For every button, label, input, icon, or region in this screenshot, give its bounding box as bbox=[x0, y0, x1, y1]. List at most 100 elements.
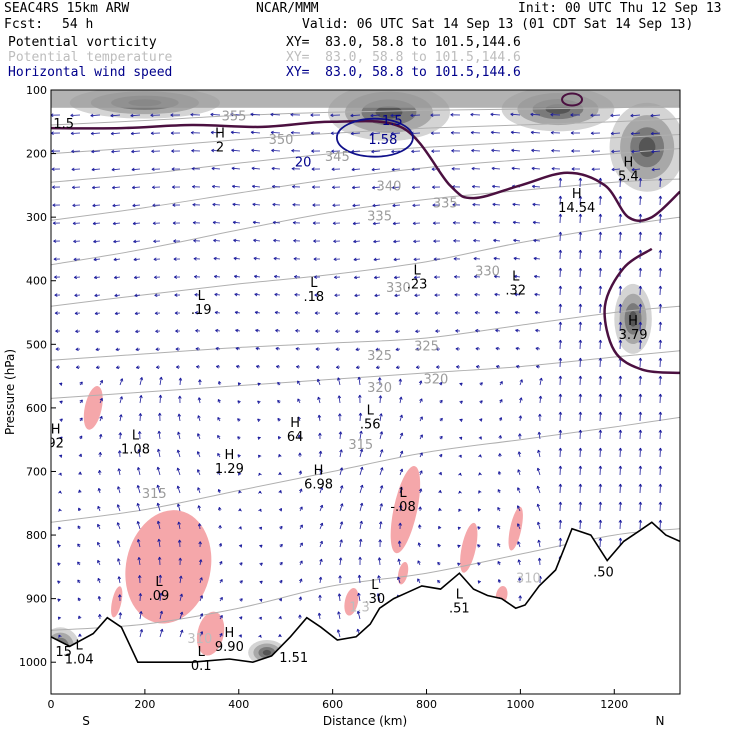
wind-vector-502 bbox=[379, 503, 383, 512]
wind-vector-289 bbox=[237, 454, 241, 458]
wind-vector-774 bbox=[558, 537, 563, 548]
wind-vector-402 bbox=[315, 329, 321, 333]
wind-vector-655 bbox=[477, 562, 481, 566]
wind-vector-462 bbox=[355, 329, 361, 334]
wind-vector-301 bbox=[250, 130, 261, 135]
wind-vector-672 bbox=[495, 328, 501, 333]
wind-vector-781 bbox=[570, 131, 580, 135]
contour-label-9: 1.3 bbox=[349, 600, 370, 615]
wind-vector-415 bbox=[319, 558, 323, 566]
wind-vector-31 bbox=[70, 131, 81, 136]
wind-vector-923 bbox=[658, 519, 663, 530]
wind-vector-110 bbox=[117, 468, 122, 476]
wind-vector-483 bbox=[371, 167, 381, 172]
wind-vector-45 bbox=[79, 381, 83, 386]
wind-vector-851 bbox=[618, 303, 623, 314]
wind-vector-235 bbox=[198, 559, 203, 566]
wind-vector-574 bbox=[432, 185, 441, 189]
wind-vector-336 bbox=[272, 220, 281, 225]
negative-pv-blob-5 bbox=[344, 588, 359, 616]
wind-vector-862 bbox=[618, 501, 623, 512]
wind-vector-438 bbox=[338, 431, 343, 440]
wind-vector-220 bbox=[194, 293, 201, 297]
wind-vector-802 bbox=[578, 501, 583, 512]
wind-vector-169 bbox=[157, 448, 161, 458]
wind-vector-455 bbox=[352, 203, 361, 208]
wind-vector-879 bbox=[638, 267, 643, 278]
forecast-label: Fcst: bbox=[4, 17, 44, 32]
wind-vector-822 bbox=[598, 321, 603, 332]
wind-vector-516 bbox=[392, 221, 401, 226]
wind-vector-500 bbox=[379, 467, 384, 476]
wind-vector-84 bbox=[97, 541, 101, 548]
wind-vector-527 bbox=[399, 414, 403, 422]
wind-vector-324 bbox=[259, 544, 263, 548]
wind-vector-843 bbox=[611, 167, 621, 172]
contour-label-3: 1.5 bbox=[382, 114, 403, 129]
wind-vector-59 bbox=[78, 633, 82, 638]
wind-vector-56 bbox=[77, 579, 81, 584]
wind-vector-428 bbox=[333, 257, 341, 262]
wind-vector-883 bbox=[638, 339, 643, 350]
wind-vector-606 bbox=[452, 221, 461, 225]
low-marker-2: L bbox=[414, 263, 422, 278]
wind-vector-376 bbox=[297, 398, 301, 404]
forecast-value: 54 h bbox=[62, 17, 94, 32]
high-value-5: 6.98 bbox=[304, 478, 333, 493]
wind-vector-922 bbox=[658, 501, 663, 512]
wind-vector-406 bbox=[317, 396, 321, 404]
low-value-9: .51 bbox=[449, 602, 470, 617]
wind-vector-221 bbox=[194, 311, 201, 315]
wind-vector-223 bbox=[195, 347, 201, 351]
contour-label-2: 1.58 bbox=[368, 133, 397, 148]
wind-vector-266 bbox=[219, 578, 223, 584]
wind-vector-726 bbox=[532, 220, 541, 225]
wind-vector-696 bbox=[512, 220, 521, 225]
wind-vector-299 bbox=[238, 634, 242, 638]
wind-vector-285 bbox=[237, 382, 242, 386]
wind-vector-308 bbox=[253, 256, 261, 261]
wind-vector-357 bbox=[278, 597, 282, 602]
wind-vector-501 bbox=[379, 485, 384, 494]
wind-vector-709 bbox=[517, 451, 522, 458]
wind-vector-396 bbox=[312, 221, 321, 225]
low-marker-0: L bbox=[198, 289, 206, 304]
wind-vector-893 bbox=[638, 519, 643, 530]
wind-vector-445 bbox=[338, 557, 343, 566]
wind-vector-344 bbox=[275, 365, 281, 369]
wind-vector-171 bbox=[156, 484, 161, 494]
wind-vector-127 bbox=[133, 239, 141, 244]
wind-vector-579 bbox=[434, 275, 441, 279]
wind-vector-566 bbox=[417, 578, 421, 584]
wind-vector-439 bbox=[339, 449, 343, 458]
high-value-8: 9.90 bbox=[215, 640, 244, 655]
wind-vector-464 bbox=[355, 365, 361, 369]
wind-vector-62 bbox=[91, 149, 101, 154]
wind-vector-339 bbox=[273, 274, 281, 279]
wind-vector-833 bbox=[598, 519, 603, 530]
theta-label-2: 345 bbox=[325, 150, 350, 165]
wind-vector-581 bbox=[434, 311, 441, 315]
wind-vector-323 bbox=[258, 526, 263, 530]
wind-vector-373 bbox=[295, 347, 301, 351]
wind-vector-522 bbox=[395, 329, 401, 334]
wind-vector-800 bbox=[578, 465, 583, 476]
wind-vector-834 bbox=[598, 537, 603, 548]
wind-vector-556 bbox=[419, 398, 423, 404]
wind-vector-403 bbox=[315, 347, 321, 351]
wind-vector-148 bbox=[139, 611, 143, 620]
wind-vector-35 bbox=[72, 203, 81, 208]
wind-vector-617 bbox=[459, 418, 463, 422]
wind-vector-143 bbox=[136, 521, 141, 530]
wind-vector-401 bbox=[314, 311, 321, 315]
wind-vector-100 bbox=[114, 293, 121, 298]
wind-vector-303 bbox=[251, 166, 261, 171]
wind-vector-370 bbox=[294, 293, 301, 297]
wind-vector-54 bbox=[77, 543, 81, 548]
wind-vector-348 bbox=[278, 435, 282, 440]
wind-vector-407 bbox=[317, 414, 322, 422]
wind-vector-610 bbox=[454, 293, 461, 297]
wind-vector-677 bbox=[498, 417, 503, 422]
wind-vector-458 bbox=[353, 257, 361, 262]
